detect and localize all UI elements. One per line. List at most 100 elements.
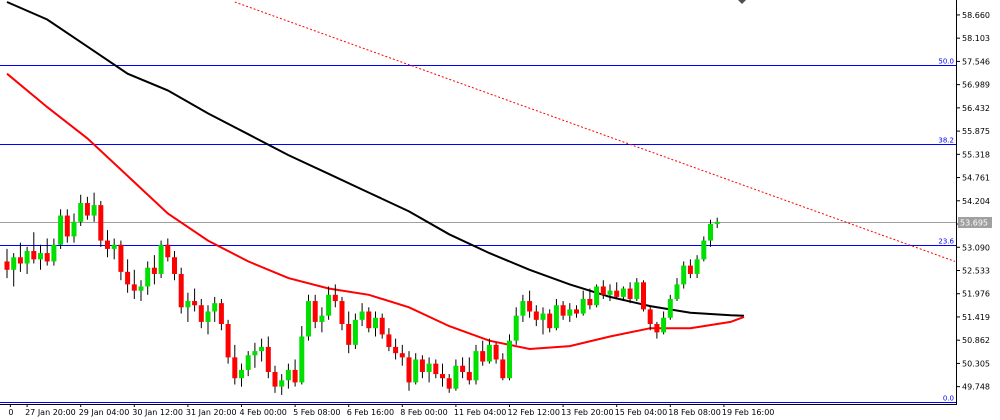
y-tick-label: 55.318 (962, 150, 990, 159)
scroll-marker-icon[interactable] (738, 0, 746, 4)
candle (574, 305, 579, 318)
candle (178, 267, 184, 314)
x-tick-label: 5 Feb 08:00 (293, 408, 340, 417)
candle (205, 305, 211, 335)
candle-body (31, 251, 37, 260)
y-tick-label: 50.862 (962, 336, 990, 345)
candle (346, 311, 352, 354)
candle (654, 321, 660, 339)
fibonacci-levels[interactable]: 50.0 38.2 23.6 0.0 (0, 58, 956, 403)
candle (239, 363, 244, 387)
candle (687, 259, 693, 279)
candle (232, 344, 238, 385)
candle (339, 296, 345, 331)
candle-body (647, 309, 653, 325)
y-tick-label: 55.875 (962, 127, 990, 136)
candle (480, 340, 486, 366)
candle-body (634, 282, 640, 299)
x-tick-label: 18 Feb 08:00 (668, 408, 720, 417)
candle (708, 219, 713, 247)
candle (520, 294, 526, 322)
candle (694, 255, 700, 279)
trendline[interactable] (234, 1, 956, 262)
candle (306, 294, 311, 341)
candle-body (192, 301, 198, 306)
candle-body (480, 351, 486, 362)
candle-body (547, 313, 553, 329)
candle-body (567, 309, 573, 316)
candle (279, 374, 285, 395)
candle (486, 338, 492, 364)
candle-body (259, 346, 265, 352)
candle-body (118, 244, 124, 272)
candle-body (379, 317, 385, 335)
candle (51, 238, 57, 266)
candle (533, 305, 539, 327)
candle (24, 246, 30, 274)
candle (265, 336, 271, 379)
y-tick-label: 50.305 (962, 359, 990, 368)
candle (540, 307, 546, 335)
candle-body (500, 359, 506, 379)
y-tick-label: 52.533 (962, 266, 990, 275)
y-axis-ticks: 58.660 58.103 57.546 56.989 56.432 55.875 55.3… (956, 11, 990, 392)
candle-body (714, 221, 720, 224)
candle-body (292, 369, 298, 383)
fibo-level-label: 50.0 (938, 58, 954, 66)
candle (192, 288, 198, 312)
candle-body (627, 288, 633, 299)
candle (151, 255, 157, 285)
candle (98, 200, 104, 247)
candle-body (580, 298, 586, 314)
candle-body (198, 305, 204, 322)
candle (419, 355, 425, 379)
candle-body (406, 357, 412, 383)
candle (641, 280, 646, 312)
x-tick-label: 0 (8, 408, 13, 417)
candle (84, 196, 90, 220)
candle (513, 307, 519, 345)
candle-body (661, 317, 667, 333)
candle (379, 313, 385, 339)
candle-body (71, 221, 77, 237)
y-tick-label: 57.546 (962, 57, 990, 66)
candle-body (138, 286, 144, 291)
candle (386, 328, 392, 352)
candle (225, 319, 231, 364)
candle (527, 290, 533, 318)
candle (393, 338, 399, 360)
candle (567, 303, 573, 322)
candle-body (359, 311, 365, 320)
candle (634, 278, 640, 302)
current-price-tag-label: 53.695 (960, 219, 988, 228)
candle-body (540, 313, 546, 320)
candle (661, 311, 667, 335)
candle (466, 357, 472, 385)
candle-body (225, 324, 231, 358)
candle (38, 244, 43, 270)
candle-body (51, 244, 57, 262)
candle-body (17, 257, 23, 264)
candle (138, 280, 144, 302)
candle (493, 342, 499, 364)
candle (460, 357, 466, 379)
candle-body (91, 205, 97, 216)
candle (252, 342, 258, 368)
candle (373, 311, 378, 337)
candle (78, 194, 84, 226)
candle (91, 192, 97, 222)
y-tick-label: 54.204 (962, 197, 990, 206)
candle (285, 363, 291, 389)
candle-body (466, 371, 472, 381)
candle (312, 294, 318, 329)
y-tick-label: 56.989 (962, 81, 990, 90)
candle-body (386, 334, 392, 347)
trendline-dotted[interactable] (234, 1, 956, 262)
candle-body (84, 203, 90, 216)
candle-body (507, 340, 512, 379)
candle (158, 240, 164, 279)
candle (647, 305, 653, 331)
candles (4, 192, 720, 395)
x-tick-label: 4 Feb 00:00 (240, 408, 287, 417)
